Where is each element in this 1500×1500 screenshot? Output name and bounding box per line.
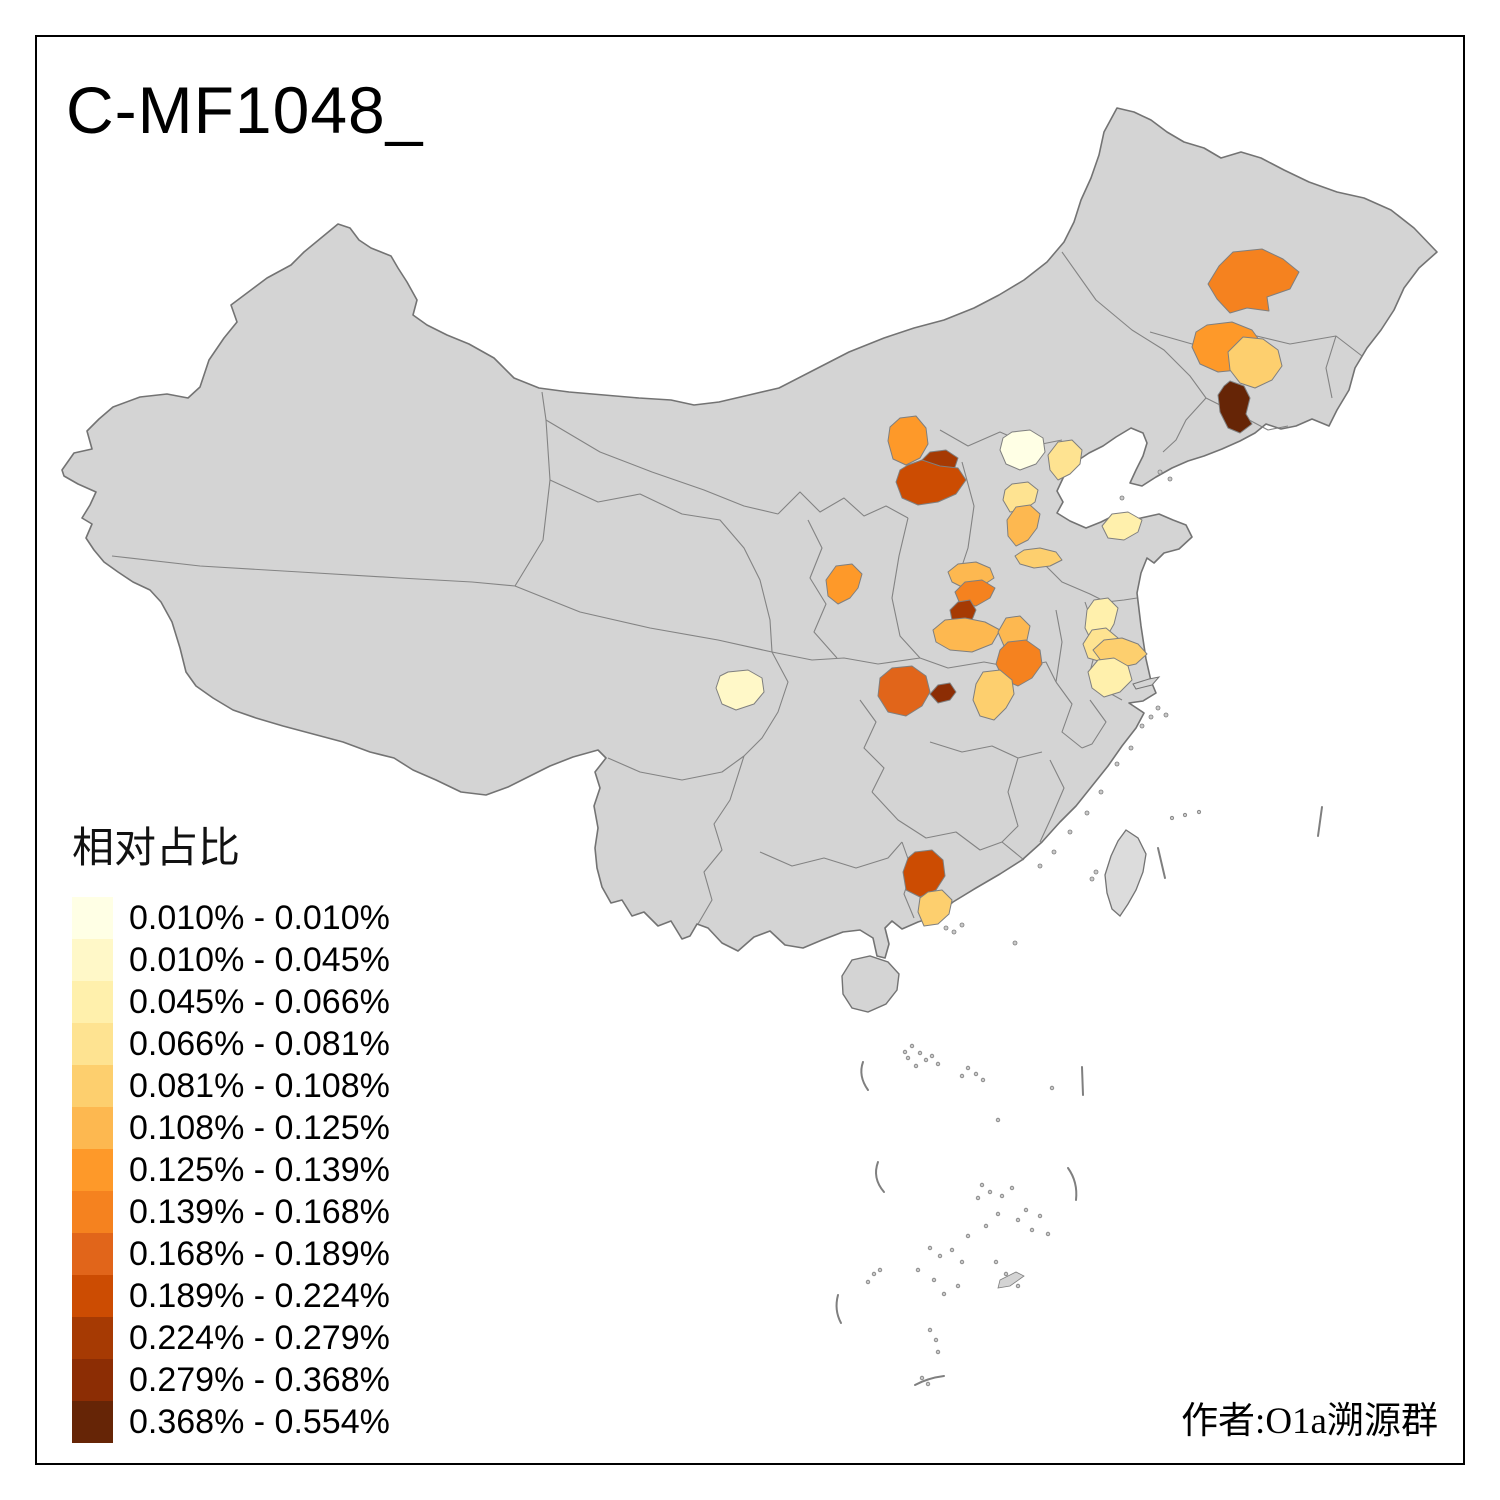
legend-color-swatch bbox=[72, 1359, 113, 1401]
chongming-island bbox=[1132, 676, 1161, 690]
legend-row: 0.010% - 0.045% bbox=[72, 939, 390, 981]
choropleth-region bbox=[929, 682, 957, 704]
choropleth-region bbox=[1047, 439, 1083, 481]
legend-row: 0.045% - 0.066% bbox=[72, 981, 390, 1023]
legend-range-label: 0.081% - 0.108% bbox=[129, 1066, 390, 1105]
legend-color-swatch bbox=[72, 939, 113, 981]
choropleth-region bbox=[1014, 547, 1063, 569]
legend-color-swatch bbox=[72, 897, 113, 939]
legend-range-label: 0.368% - 0.554% bbox=[129, 1402, 390, 1441]
legend-color-swatch bbox=[72, 1191, 113, 1233]
choropleth-region bbox=[1006, 504, 1041, 547]
legend-row: 0.108% - 0.125% bbox=[72, 1107, 390, 1149]
legend-range-label: 0.108% - 0.125% bbox=[129, 1108, 390, 1147]
choropleth-region bbox=[715, 669, 765, 711]
legend-color-swatch bbox=[72, 1023, 113, 1065]
legend-range-label: 0.045% - 0.066% bbox=[129, 982, 390, 1021]
choropleth-region bbox=[995, 639, 1043, 687]
legend-range-label: 0.010% - 0.010% bbox=[129, 898, 390, 937]
hainan-island bbox=[841, 955, 900, 1013]
choropleth-region bbox=[999, 429, 1046, 471]
china-mainland bbox=[61, 107, 1438, 959]
choropleth-region bbox=[877, 665, 931, 717]
legend-color-swatch bbox=[72, 1275, 113, 1317]
legend-range-label: 0.224% - 0.279% bbox=[129, 1318, 390, 1357]
legend-row: 0.168% - 0.189% bbox=[72, 1233, 390, 1275]
choropleth-region bbox=[1227, 336, 1283, 389]
choropleth-region bbox=[932, 617, 1001, 653]
legend-color-swatch bbox=[72, 1149, 113, 1191]
legend-row: 0.066% - 0.081% bbox=[72, 1023, 390, 1065]
legend-color-swatch bbox=[72, 1107, 113, 1149]
legend-row: 0.189% - 0.224% bbox=[72, 1275, 390, 1317]
choropleth-region bbox=[1207, 248, 1300, 314]
choropleth-region bbox=[895, 459, 967, 506]
taiwan-island bbox=[1104, 829, 1147, 917]
legend-color-swatch bbox=[72, 981, 113, 1023]
legend-row: 0.224% - 0.279% bbox=[72, 1317, 390, 1359]
attribution-text: 作者:O1a溯源群 bbox=[1181, 1401, 1438, 1442]
legend-row: 0.010% - 0.010% bbox=[72, 897, 390, 939]
legend-color-swatch bbox=[72, 1065, 113, 1107]
legend-row: 0.368% - 0.554% bbox=[72, 1401, 390, 1443]
choropleth-region bbox=[917, 889, 953, 927]
choropleth-region bbox=[972, 669, 1015, 721]
legend-color-swatch bbox=[72, 1233, 113, 1275]
legend-row: 0.139% - 0.168% bbox=[72, 1191, 390, 1233]
choropleth-region bbox=[1101, 511, 1143, 541]
legend-row: 0.081% - 0.108% bbox=[72, 1065, 390, 1107]
choropleth-region bbox=[1087, 657, 1133, 698]
south-china-sea-islands bbox=[865, 1043, 1055, 1387]
legend-range-label: 0.139% - 0.168% bbox=[129, 1192, 390, 1231]
legend-range-label: 0.168% - 0.189% bbox=[129, 1234, 390, 1273]
choropleth-region bbox=[1217, 380, 1253, 434]
legend-title: 相对占比 bbox=[72, 826, 241, 872]
nine-dash-line-segments bbox=[835, 806, 1323, 1386]
legend-rows: 0.010% - 0.010% 0.010% - 0.045% 0.045% -… bbox=[72, 897, 390, 1443]
legend-color-swatch bbox=[72, 1401, 113, 1443]
legend-range-label: 0.189% - 0.224% bbox=[129, 1276, 390, 1315]
choropleth-region bbox=[887, 415, 929, 466]
legend-range-label: 0.125% - 0.139% bbox=[129, 1150, 390, 1189]
choropleth-regions bbox=[715, 248, 1300, 927]
map-title: C-MF1048_ bbox=[66, 73, 424, 147]
choropleth-region bbox=[954, 579, 996, 607]
legend-color-swatch bbox=[72, 1317, 113, 1359]
coastal-islands bbox=[943, 469, 1202, 946]
legend-row: 0.125% - 0.139% bbox=[72, 1149, 390, 1191]
legend: 相对占比 0.010% - 0.010% 0.010% - 0.045% 0.0… bbox=[72, 814, 390, 1443]
legend-row: 0.279% - 0.368% bbox=[72, 1359, 390, 1401]
legend-range-label: 0.066% - 0.081% bbox=[129, 1024, 390, 1063]
legend-range-label: 0.279% - 0.368% bbox=[129, 1360, 390, 1399]
choropleth-region bbox=[825, 563, 863, 605]
legend-range-label: 0.010% - 0.045% bbox=[129, 940, 390, 979]
